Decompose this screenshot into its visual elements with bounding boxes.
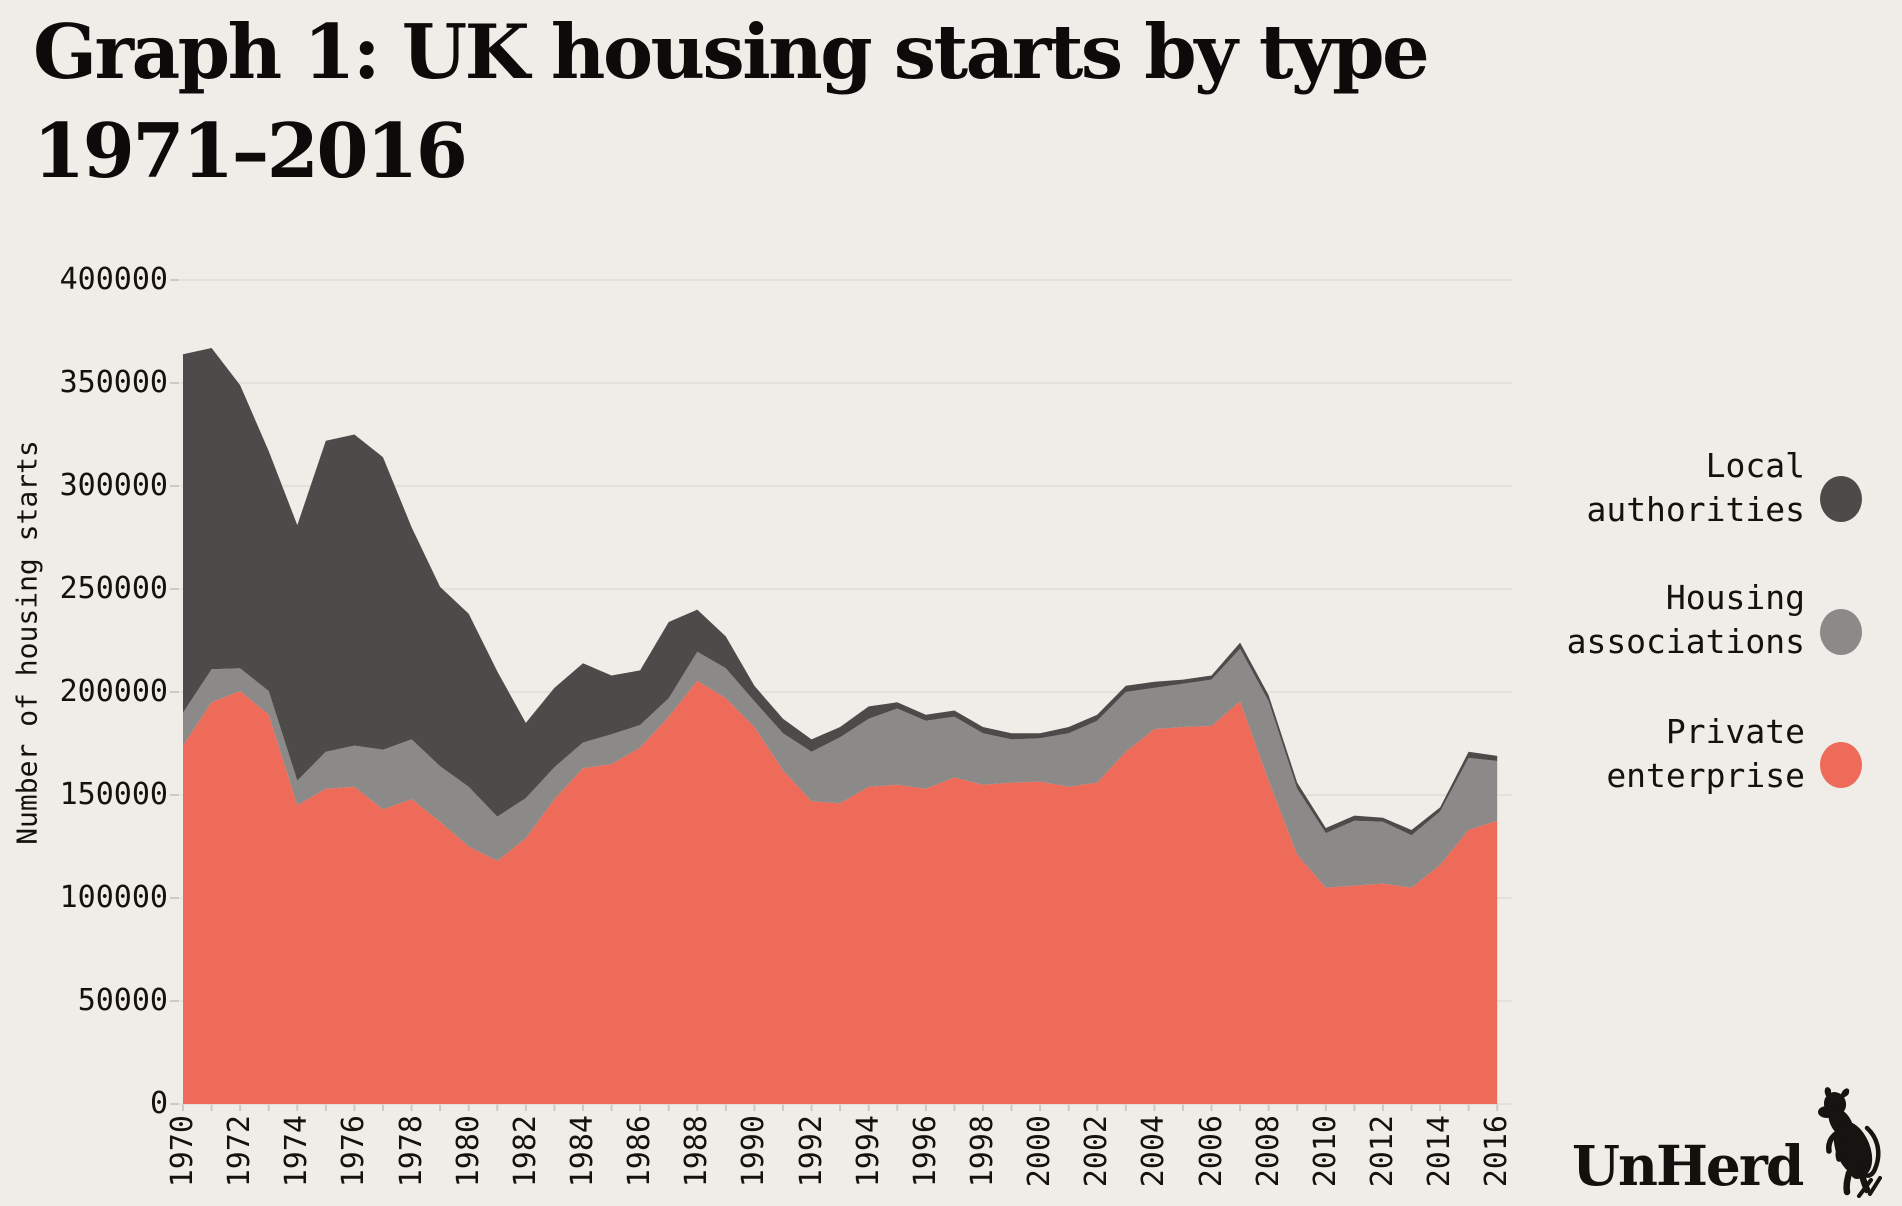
y-tick-label: 350000 bbox=[59, 365, 168, 400]
y-tick-label: 100000 bbox=[59, 880, 168, 915]
x-tick-label: 2016 bbox=[1479, 1115, 1515, 1188]
y-tick-label: 300000 bbox=[59, 468, 168, 503]
legend-label-housing-associations: Housing associations bbox=[1566, 578, 1805, 661]
legend-swatch-private-enterprise bbox=[1820, 742, 1862, 788]
y-tick-label: 400000 bbox=[59, 262, 168, 297]
x-tick-label: 2010 bbox=[1307, 1115, 1343, 1188]
x-tick-label: 1990 bbox=[736, 1115, 772, 1188]
y-tick-label: 150000 bbox=[59, 777, 168, 812]
x-tick-label: 1988 bbox=[679, 1115, 715, 1188]
x-tick-label: 2014 bbox=[1422, 1115, 1458, 1188]
x-tick-label: 2012 bbox=[1364, 1115, 1400, 1188]
y-tick-label: 200000 bbox=[59, 674, 168, 709]
x-tick-label: 1984 bbox=[564, 1115, 600, 1188]
x-tick-label: 1998 bbox=[964, 1115, 1000, 1188]
x-tick-label: 1992 bbox=[793, 1115, 829, 1188]
area-local-authorities bbox=[183, 348, 1498, 836]
y-tick-label: 250000 bbox=[59, 571, 168, 606]
x-tick-label: 2006 bbox=[1193, 1115, 1229, 1188]
x-tick-label: 2008 bbox=[1250, 1115, 1286, 1188]
area-private-enterprise bbox=[183, 680, 1498, 1104]
x-tick-label: 1972 bbox=[222, 1115, 258, 1188]
legend-label-private-enterprise: Private enterprise bbox=[1606, 712, 1805, 795]
x-tick-label: 2002 bbox=[1079, 1115, 1115, 1188]
x-tick-label: 2000 bbox=[1022, 1115, 1058, 1188]
x-tick-label: 1978 bbox=[393, 1115, 429, 1188]
x-tick-label: 1986 bbox=[622, 1115, 658, 1188]
y-tick-label: 0 bbox=[149, 1086, 168, 1121]
x-tick-label: 1982 bbox=[507, 1115, 543, 1188]
x-tick-label: 1974 bbox=[279, 1115, 315, 1188]
title-line-2: 1971–2016 bbox=[33, 107, 468, 195]
legend-swatch-housing-associations bbox=[1820, 609, 1862, 655]
legend-swatch-local-authorities bbox=[1820, 476, 1862, 522]
x-tick-label: 1996 bbox=[907, 1115, 943, 1188]
x-tick-label: 2004 bbox=[1136, 1115, 1172, 1188]
area-housing-associations bbox=[183, 648, 1498, 888]
x-tick-label: 1976 bbox=[336, 1115, 372, 1188]
x-tick-label: 1980 bbox=[450, 1115, 486, 1188]
cow-icon bbox=[1818, 1087, 1882, 1198]
x-tick-label: 1994 bbox=[850, 1115, 886, 1188]
page-title: Graph 1: UK housing starts by type 1971–… bbox=[33, 3, 1430, 201]
x-tick-label: 1970 bbox=[165, 1115, 200, 1188]
brand-wordmark: UnHerd bbox=[1572, 1133, 1804, 1198]
legend-label-local-authorities: Local authorities bbox=[1586, 446, 1805, 529]
title-line-1: Graph 1: UK housing starts by type bbox=[33, 8, 1430, 96]
y-tick-label: 50000 bbox=[77, 983, 168, 1018]
